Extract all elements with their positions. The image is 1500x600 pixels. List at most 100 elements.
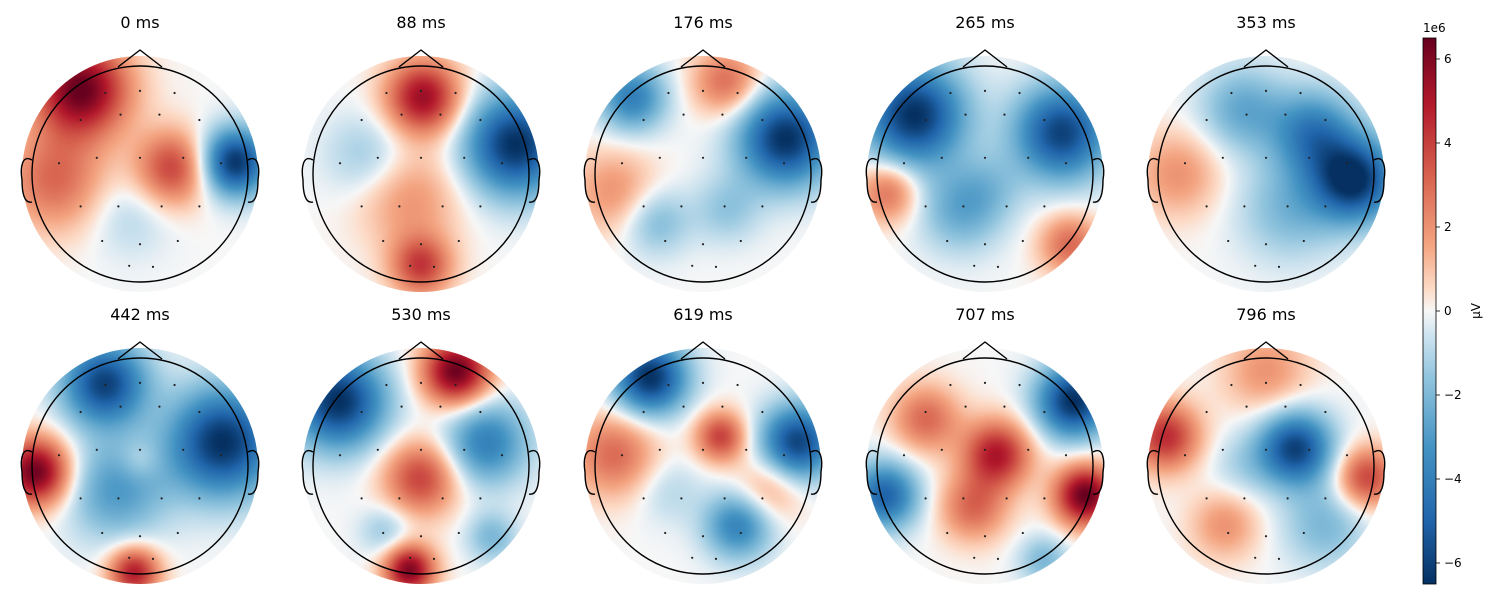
topomap-title: 88 ms	[396, 13, 445, 32]
sensor-dot	[714, 557, 718, 560]
colorbar-tick-label: −6	[1444, 556, 1462, 570]
sensor-dot	[1021, 531, 1024, 535]
sensor-dot	[463, 448, 466, 451]
sensor-dot	[736, 91, 739, 95]
sensor-dot	[983, 156, 987, 159]
sensor-dot	[128, 556, 131, 559]
sensor-dot	[983, 89, 987, 92]
sensor-dot	[419, 89, 423, 92]
sensor-dot	[1286, 497, 1289, 500]
sensor-dot	[219, 162, 223, 165]
sensor-dot	[400, 113, 403, 116]
sensor-dot	[739, 531, 742, 535]
left-ear-outline	[1146, 157, 1159, 203]
sensor-dot	[996, 265, 1000, 268]
sensor-dot	[176, 531, 179, 535]
sensor-dot	[667, 383, 670, 387]
sensor-dot	[479, 118, 482, 122]
sensor-dot	[664, 531, 667, 535]
sensor-dot	[1324, 497, 1327, 500]
topomap: 88 ms	[301, 13, 541, 292]
topomap-title: 442 ms	[110, 305, 170, 324]
sensor-dot	[940, 448, 943, 451]
right-ear-outline	[810, 157, 823, 203]
sensor-dot	[1064, 162, 1068, 165]
sensor-dot	[1264, 89, 1268, 92]
sensor-dot	[761, 497, 764, 500]
sensor-dot	[964, 113, 967, 116]
colorbar-tick-label: −4	[1444, 472, 1462, 486]
sensor-dot	[664, 239, 667, 243]
topomap-title: 707 ms	[955, 305, 1015, 324]
sensor-dot	[736, 383, 739, 387]
colorbar-tick-label: 2	[1444, 220, 1452, 234]
sensor-dot	[667, 91, 670, 95]
sensor-dot	[160, 497, 163, 500]
colorbar-ticks: 6 4 2 0 −2 −4 −6	[1436, 52, 1462, 570]
colorbar-offset-text: 1e6	[1423, 21, 1446, 35]
sensor-dot	[1302, 531, 1305, 535]
head-outline	[312, 65, 530, 283]
sensor-dot	[782, 454, 786, 457]
sensor-dot	[782, 162, 786, 165]
sensor-dot	[721, 113, 724, 116]
sensor-dot	[158, 113, 161, 116]
sensor-dot	[1027, 448, 1030, 451]
sensor-dot	[642, 205, 645, 208]
sensor-dot	[1227, 531, 1230, 535]
sensor-dot	[701, 381, 705, 384]
right-ear-outline	[528, 157, 541, 203]
sensor-dot	[1230, 383, 1233, 387]
sensor-dot	[1264, 535, 1268, 538]
head-outline	[876, 65, 1094, 283]
topomap-field	[303, 56, 539, 292]
left-ear-outline	[20, 449, 33, 495]
sensor-dot	[701, 89, 705, 92]
left-ear-outline	[865, 449, 878, 495]
sensor-dot	[962, 205, 965, 208]
sensor-dot	[57, 162, 61, 165]
sensor-dot	[457, 239, 460, 243]
sensor-dot	[964, 405, 967, 408]
sensor-dot	[902, 162, 906, 165]
topomap-field	[303, 348, 539, 584]
sensor-dot	[419, 156, 423, 159]
sensor-dot	[385, 91, 388, 95]
sensor-dot	[1264, 381, 1268, 384]
sensor-dot	[398, 497, 401, 500]
sensor-dot	[117, 497, 120, 500]
sensor-dot	[642, 497, 645, 500]
nose-outline	[680, 341, 726, 360]
sensor-dot	[1230, 91, 1233, 95]
sensor-dot	[1264, 156, 1268, 159]
sensor-dot	[714, 265, 718, 268]
sensor-dot	[454, 91, 457, 95]
sensor-dot	[1043, 410, 1046, 414]
topomap-field	[1148, 348, 1384, 584]
topomap-title: 530 ms	[391, 305, 451, 324]
sensor-dot	[419, 535, 423, 538]
sensor-dot	[376, 156, 379, 159]
topomap: 707 ms	[865, 305, 1105, 584]
sensor-dot	[398, 205, 401, 208]
sensor-dot	[432, 557, 436, 560]
head-outline	[312, 357, 530, 575]
sensor-dot	[198, 410, 201, 414]
sensor-dot	[79, 118, 82, 122]
sensor-dot	[360, 118, 363, 122]
right-ear-outline	[1373, 449, 1386, 495]
topomap-field	[585, 348, 821, 584]
sensor-dot	[1018, 383, 1021, 387]
left-ear-outline	[583, 449, 596, 495]
sensor-dot	[439, 113, 442, 116]
head-outline	[31, 357, 249, 575]
topomap-title: 0 ms	[120, 13, 159, 32]
sensor-dot	[138, 381, 142, 384]
topomap-title: 353 ms	[1236, 13, 1296, 32]
sensor-dot	[385, 383, 388, 387]
sensor-dot	[691, 264, 694, 267]
sensor-dot	[1299, 91, 1302, 95]
sensor-dot	[454, 383, 457, 387]
sensor-dot	[57, 454, 61, 457]
